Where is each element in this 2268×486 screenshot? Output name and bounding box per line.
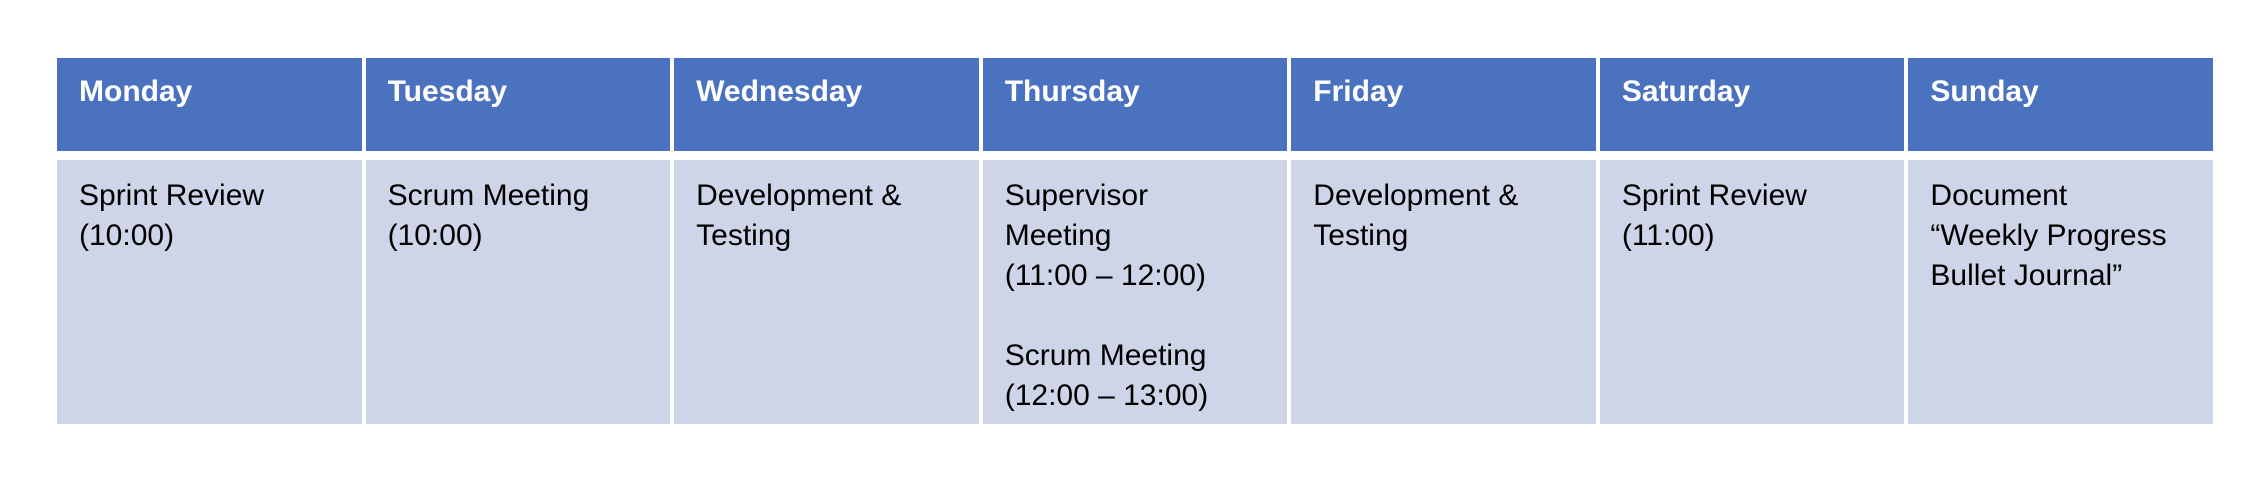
event-friday-1: Development & Testing xyxy=(1313,179,1519,252)
header-friday: Friday xyxy=(1291,58,1596,151)
cell-tuesday: Scrum Meeting (10:00) xyxy=(365,160,671,424)
header-saturday: Saturday xyxy=(1599,58,1905,151)
header-monday: Monday xyxy=(57,58,362,151)
header-wednesday: Wednesday xyxy=(674,58,979,151)
cell-monday: Sprint Review (10:00) xyxy=(57,160,362,424)
event-monday-1: Sprint Review (10:00) xyxy=(79,179,265,252)
cell-friday: Development & Testing xyxy=(1291,160,1596,424)
header-thursday: Thursday xyxy=(982,58,1288,151)
event-thursday-1: Supervisor Meeting (11:00 – 12:00) xyxy=(1004,179,1206,292)
header-tuesday: Tuesday xyxy=(365,58,671,151)
cell-saturday: Sprint Review (11:00) xyxy=(1599,160,1905,424)
cell-thursday: Supervisor Meeting (11:00 – 12:00) Scrum… xyxy=(982,160,1288,424)
header-sunday: Sunday xyxy=(1908,58,2213,151)
cell-wednesday: Development & Testing xyxy=(674,160,979,424)
event-thursday-2: Scrum Meeting (12:00 – 13:00) xyxy=(1004,339,1209,412)
cell-sunday: Document “Weekly Progress Bullet Journal… xyxy=(1908,160,2213,424)
event-tuesday-1: Scrum Meeting (10:00) xyxy=(387,179,590,252)
weekly-schedule-table: Monday Tuesday Wednesday Thursday Friday… xyxy=(57,58,2213,424)
event-sunday-1: Document “Weekly Progress Bullet Journal… xyxy=(1930,179,2167,292)
event-saturday-1: Sprint Review (11:00) xyxy=(1621,179,1807,252)
event-wednesday-1: Development & Testing xyxy=(696,179,902,252)
